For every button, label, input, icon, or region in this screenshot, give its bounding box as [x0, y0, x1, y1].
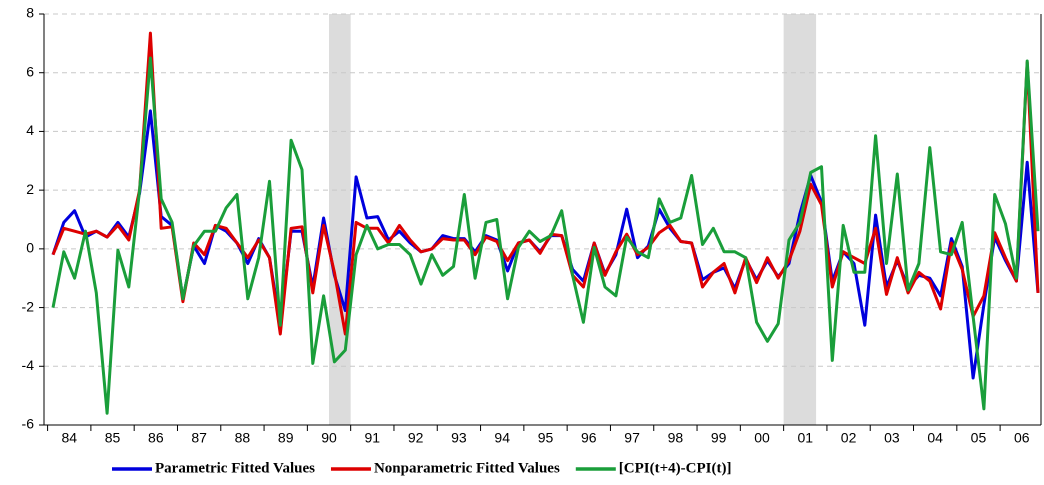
- y-tick-label: 2: [26, 181, 34, 197]
- x-tick-label: 86: [148, 430, 164, 446]
- x-tick-label: 98: [668, 430, 684, 446]
- x-tick-label: 97: [624, 430, 640, 446]
- legend: Parametric Fitted Values Nonparametric Fi…: [112, 460, 731, 476]
- legend-label: [CPI(t+4)-CPI(t)]: [619, 460, 732, 476]
- legend-label: Parametric Fitted Values: [155, 460, 315, 476]
- x-tick-label: 05: [971, 430, 987, 446]
- x-tick-label: 06: [1014, 430, 1030, 446]
- y-tick-label: 6: [26, 63, 34, 79]
- x-tick-label: 01: [797, 430, 813, 446]
- x-tick-label: 88: [235, 430, 251, 446]
- x-tick-label: 00: [754, 430, 770, 446]
- x-tick-label: 02: [841, 430, 857, 446]
- x-tick-label: 95: [538, 430, 554, 446]
- x-tick-label: 90: [321, 430, 337, 446]
- y-tick-label: 4: [26, 122, 34, 138]
- x-tick-label: 89: [278, 430, 294, 446]
- x-tick-label: 93: [451, 430, 467, 446]
- x-tick-label: 94: [494, 430, 510, 446]
- x-tick-label: 96: [581, 430, 597, 446]
- legend-label: Nonparametric Fitted Values: [374, 460, 560, 476]
- x-tick-label: 85: [105, 430, 121, 446]
- y-tick-label: 0: [26, 240, 34, 256]
- y-tick-label: -6: [22, 416, 35, 432]
- data-line: [51, 56, 1040, 415]
- y-tick-label: -2: [22, 298, 35, 314]
- data-line: [51, 31, 1040, 336]
- x-tick-label: 04: [927, 430, 943, 446]
- x-tick-label: 84: [61, 430, 77, 446]
- x-tick-label: 92: [408, 430, 424, 446]
- recession-shade: [329, 14, 351, 425]
- x-tick-label: 87: [191, 430, 207, 446]
- x-tick-label: 03: [884, 430, 900, 446]
- y-tick-label: 8: [26, 5, 34, 21]
- x-tick-label: 91: [365, 430, 381, 446]
- x-tick-label: 99: [711, 430, 727, 446]
- y-tick-label: -4: [22, 357, 35, 373]
